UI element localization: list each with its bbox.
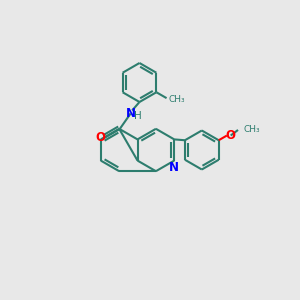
Text: N: N: [169, 160, 179, 174]
Text: O: O: [226, 129, 236, 142]
Text: N: N: [126, 106, 136, 120]
Text: O: O: [95, 131, 105, 144]
Text: CH₃: CH₃: [244, 125, 260, 134]
Text: H: H: [134, 111, 142, 122]
Text: CH₃: CH₃: [168, 95, 185, 104]
